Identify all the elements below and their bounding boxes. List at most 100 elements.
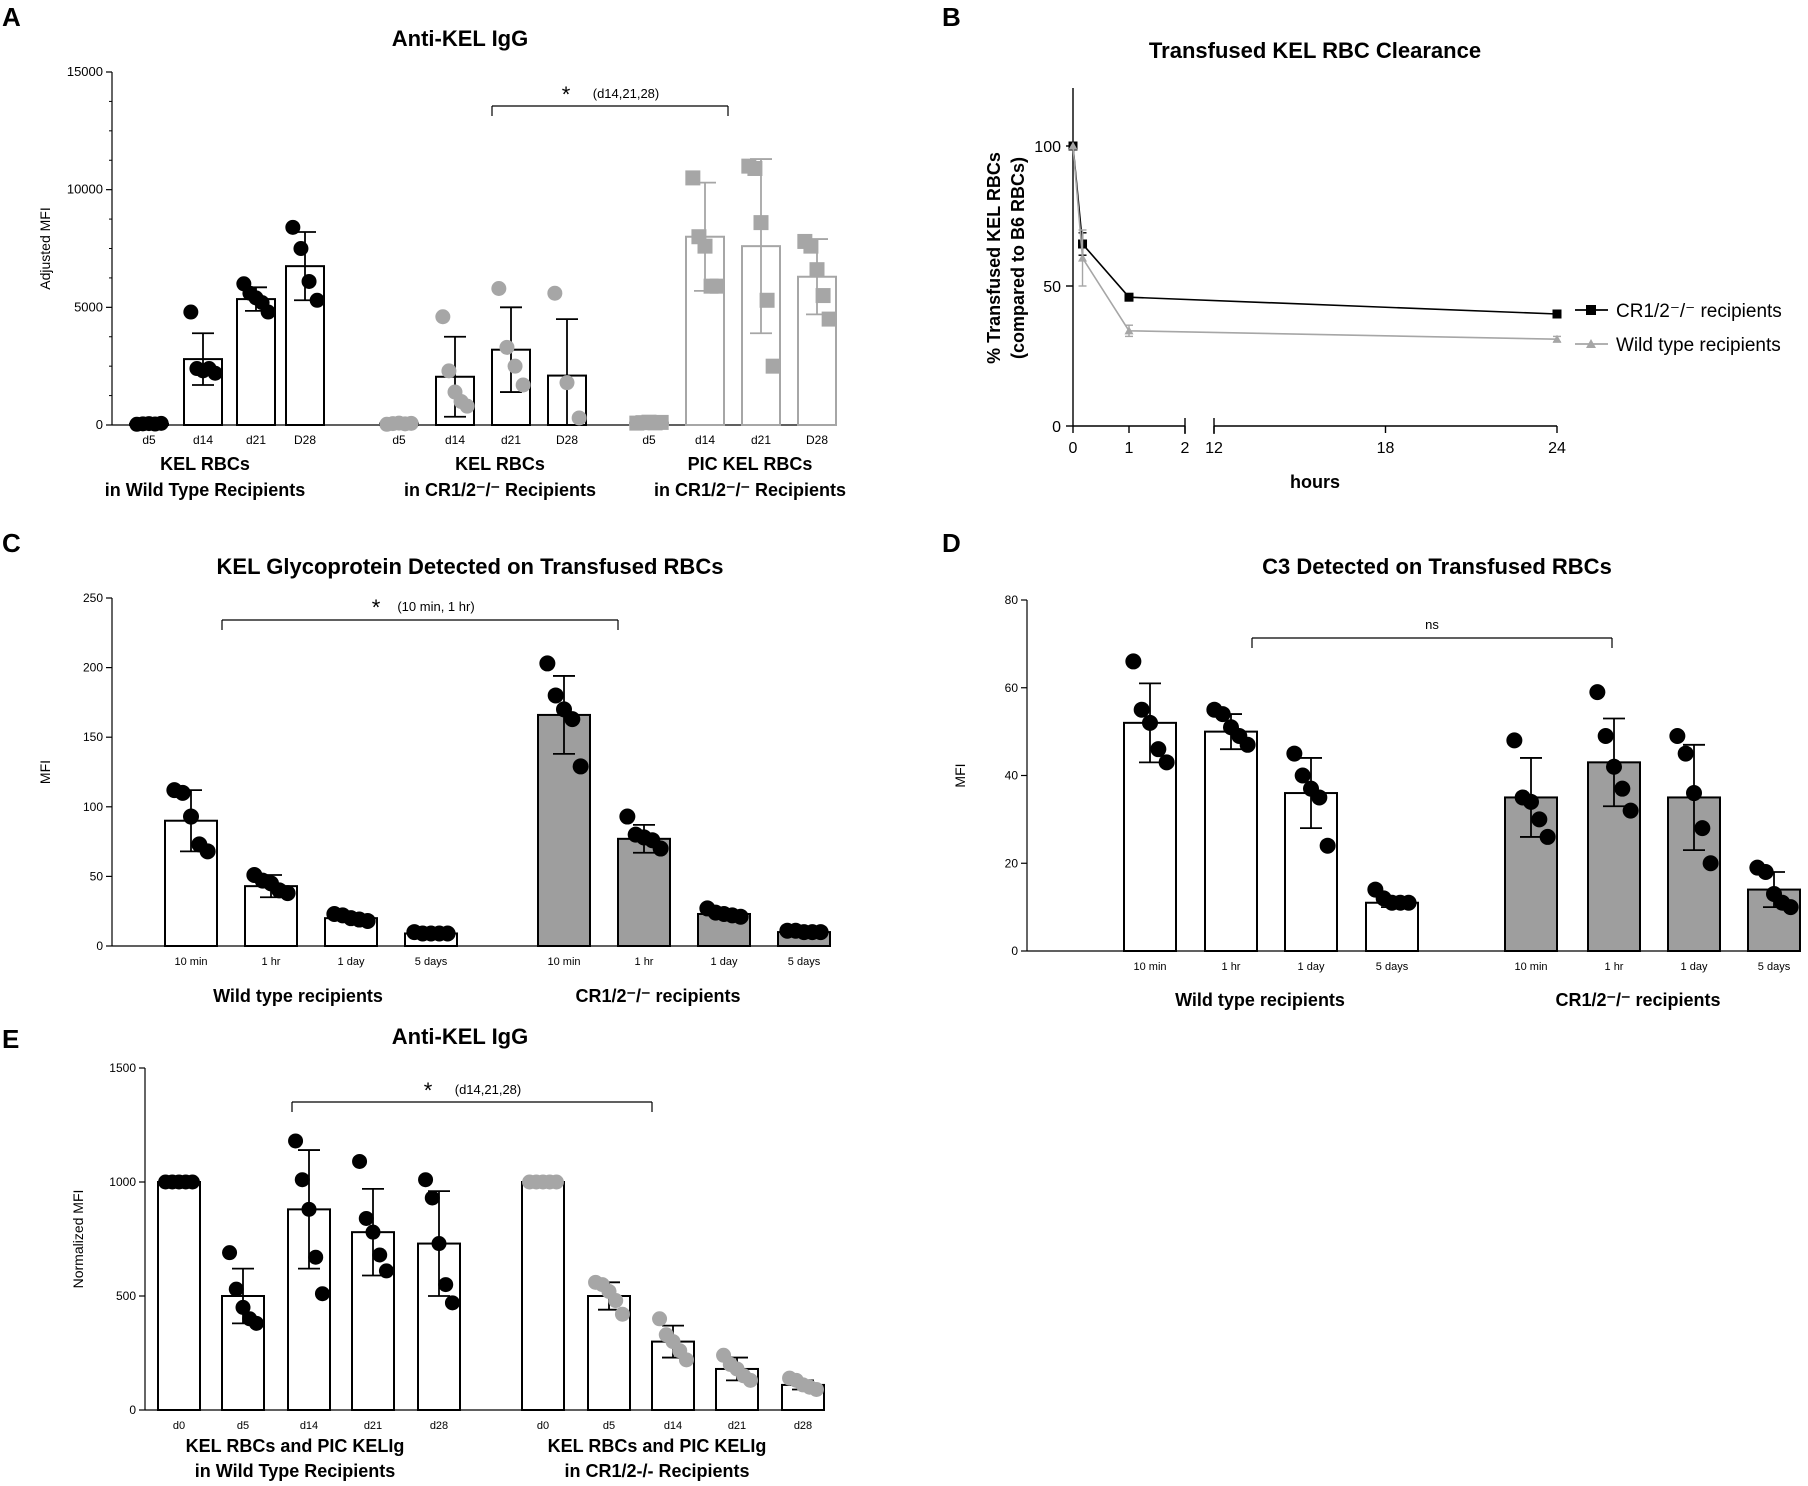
group-label: Wild type recipients — [213, 986, 383, 1006]
x-axis-label: hours — [1290, 472, 1340, 492]
y-tick-label: 1500 — [109, 1061, 136, 1075]
x-tick-label: 1 hr — [1605, 961, 1624, 973]
y-axis-label: % Transfused KEL RBCs — [984, 152, 1004, 364]
x-tick-label: 5 days — [415, 956, 448, 968]
data-point — [1124, 292, 1134, 302]
bar — [236, 298, 276, 427]
x-tick-label: 1 hr — [635, 956, 654, 968]
data-point — [753, 215, 769, 231]
x-tick-label: D28 — [556, 433, 578, 447]
group-label: KEL RBCs — [160, 454, 250, 474]
x-tick-label: 1 hr — [262, 956, 281, 968]
data-point — [1506, 732, 1523, 749]
y-tick-label: 1000 — [109, 1175, 136, 1189]
group-label: CR1/2⁻/⁻ recipients — [1555, 990, 1720, 1010]
panel-letter-e: E — [2, 1024, 19, 1054]
y-tick-label: 0 — [1052, 419, 1061, 436]
data-point — [539, 655, 556, 672]
data-point — [732, 908, 749, 925]
group-label: CR1/2⁻/⁻ recipients — [575, 986, 740, 1006]
data-point — [614, 1306, 630, 1322]
data-point — [248, 1315, 264, 1331]
data-point — [1124, 326, 1134, 335]
data-point — [515, 377, 531, 393]
data-point — [571, 410, 587, 426]
x-tick-label: d14 — [695, 433, 715, 447]
data-point — [1158, 754, 1175, 771]
y-tick-label: 5000 — [74, 299, 103, 314]
data-point — [365, 1224, 381, 1240]
chart-title: Anti-KEL IgG — [392, 26, 528, 51]
data-point — [1539, 828, 1556, 845]
data-point — [697, 238, 713, 254]
y-axis-label: MFI — [37, 760, 53, 784]
bar — [1365, 901, 1419, 952]
y-tick-label: 250 — [83, 591, 103, 605]
x-tick-label: d21 — [751, 433, 771, 447]
data-point — [260, 304, 276, 320]
data-point — [564, 711, 581, 728]
x-tick-label: 10 min — [174, 956, 207, 968]
chart-title: Transfused KEL RBC Clearance — [1149, 38, 1481, 63]
data-point — [309, 292, 325, 308]
y-tick-label: 0 — [129, 1403, 136, 1417]
data-point — [174, 784, 191, 801]
data-point — [815, 288, 831, 304]
data-point — [294, 1172, 310, 1188]
data-point — [507, 358, 523, 374]
y-axis-label-line2: (compared to B6 RBCs) — [1008, 157, 1028, 359]
data-point — [183, 808, 199, 825]
x-tick-label: 10 min — [1133, 961, 1166, 973]
significance-label: (d14,21,28) — [593, 86, 660, 101]
bar — [617, 837, 671, 947]
data-point — [608, 1293, 624, 1309]
y-tick-label: 0 — [1011, 944, 1018, 958]
data-point — [747, 160, 763, 176]
chart-title: C3 Detected on Transfused RBCs — [1262, 554, 1612, 579]
x-tick-label: 24 — [1548, 440, 1566, 457]
data-point — [1150, 741, 1167, 758]
y-tick-label: 20 — [1005, 856, 1019, 870]
data-point — [547, 285, 563, 301]
group-label: PIC KEL RBCs — [688, 454, 813, 474]
data-point — [1686, 785, 1702, 802]
data-point — [207, 365, 223, 381]
data-point — [1068, 141, 1078, 150]
data-point — [499, 339, 515, 355]
group-label-line2: in Wild Type Recipients — [105, 480, 306, 500]
group-label-line2: in Wild Type Recipients — [195, 1461, 396, 1481]
y-tick-label: 0 — [96, 417, 103, 432]
data-point — [222, 1245, 238, 1261]
significance-star: * — [562, 82, 571, 107]
y-tick-label: 50 — [90, 869, 104, 883]
chart-title: KEL Glycoprotein Detected on Transfused … — [217, 554, 724, 579]
data-point — [153, 415, 169, 431]
significance-label: (d14,21,28) — [455, 1082, 522, 1097]
panel-letter-c: C — [2, 528, 21, 558]
data-point — [308, 1249, 324, 1265]
data-point — [547, 687, 564, 704]
bar — [521, 1181, 565, 1411]
data-point — [1614, 780, 1631, 797]
x-tick-label: 5 days — [788, 956, 821, 968]
panel-c-chart: KEL Glycoprotein Detected on Transfused … — [37, 554, 831, 1006]
data-point — [228, 1281, 244, 1297]
data-point — [1622, 802, 1639, 819]
legend-marker — [1586, 305, 1596, 315]
data-point — [559, 375, 575, 391]
data-point — [808, 1381, 824, 1397]
x-tick-label: d28 — [430, 1420, 448, 1432]
data-point — [1294, 767, 1311, 784]
x-tick-label: 10 min — [1514, 961, 1547, 973]
data-point — [359, 912, 376, 929]
series-line — [1072, 145, 1558, 315]
data-point — [184, 1174, 200, 1190]
panel-letter-a: A — [2, 2, 21, 32]
data-point — [1597, 728, 1614, 745]
data-point — [431, 1236, 447, 1252]
x-tick-label: d21 — [501, 433, 521, 447]
data-point — [759, 292, 775, 308]
group-label: KEL RBCs — [455, 454, 545, 474]
